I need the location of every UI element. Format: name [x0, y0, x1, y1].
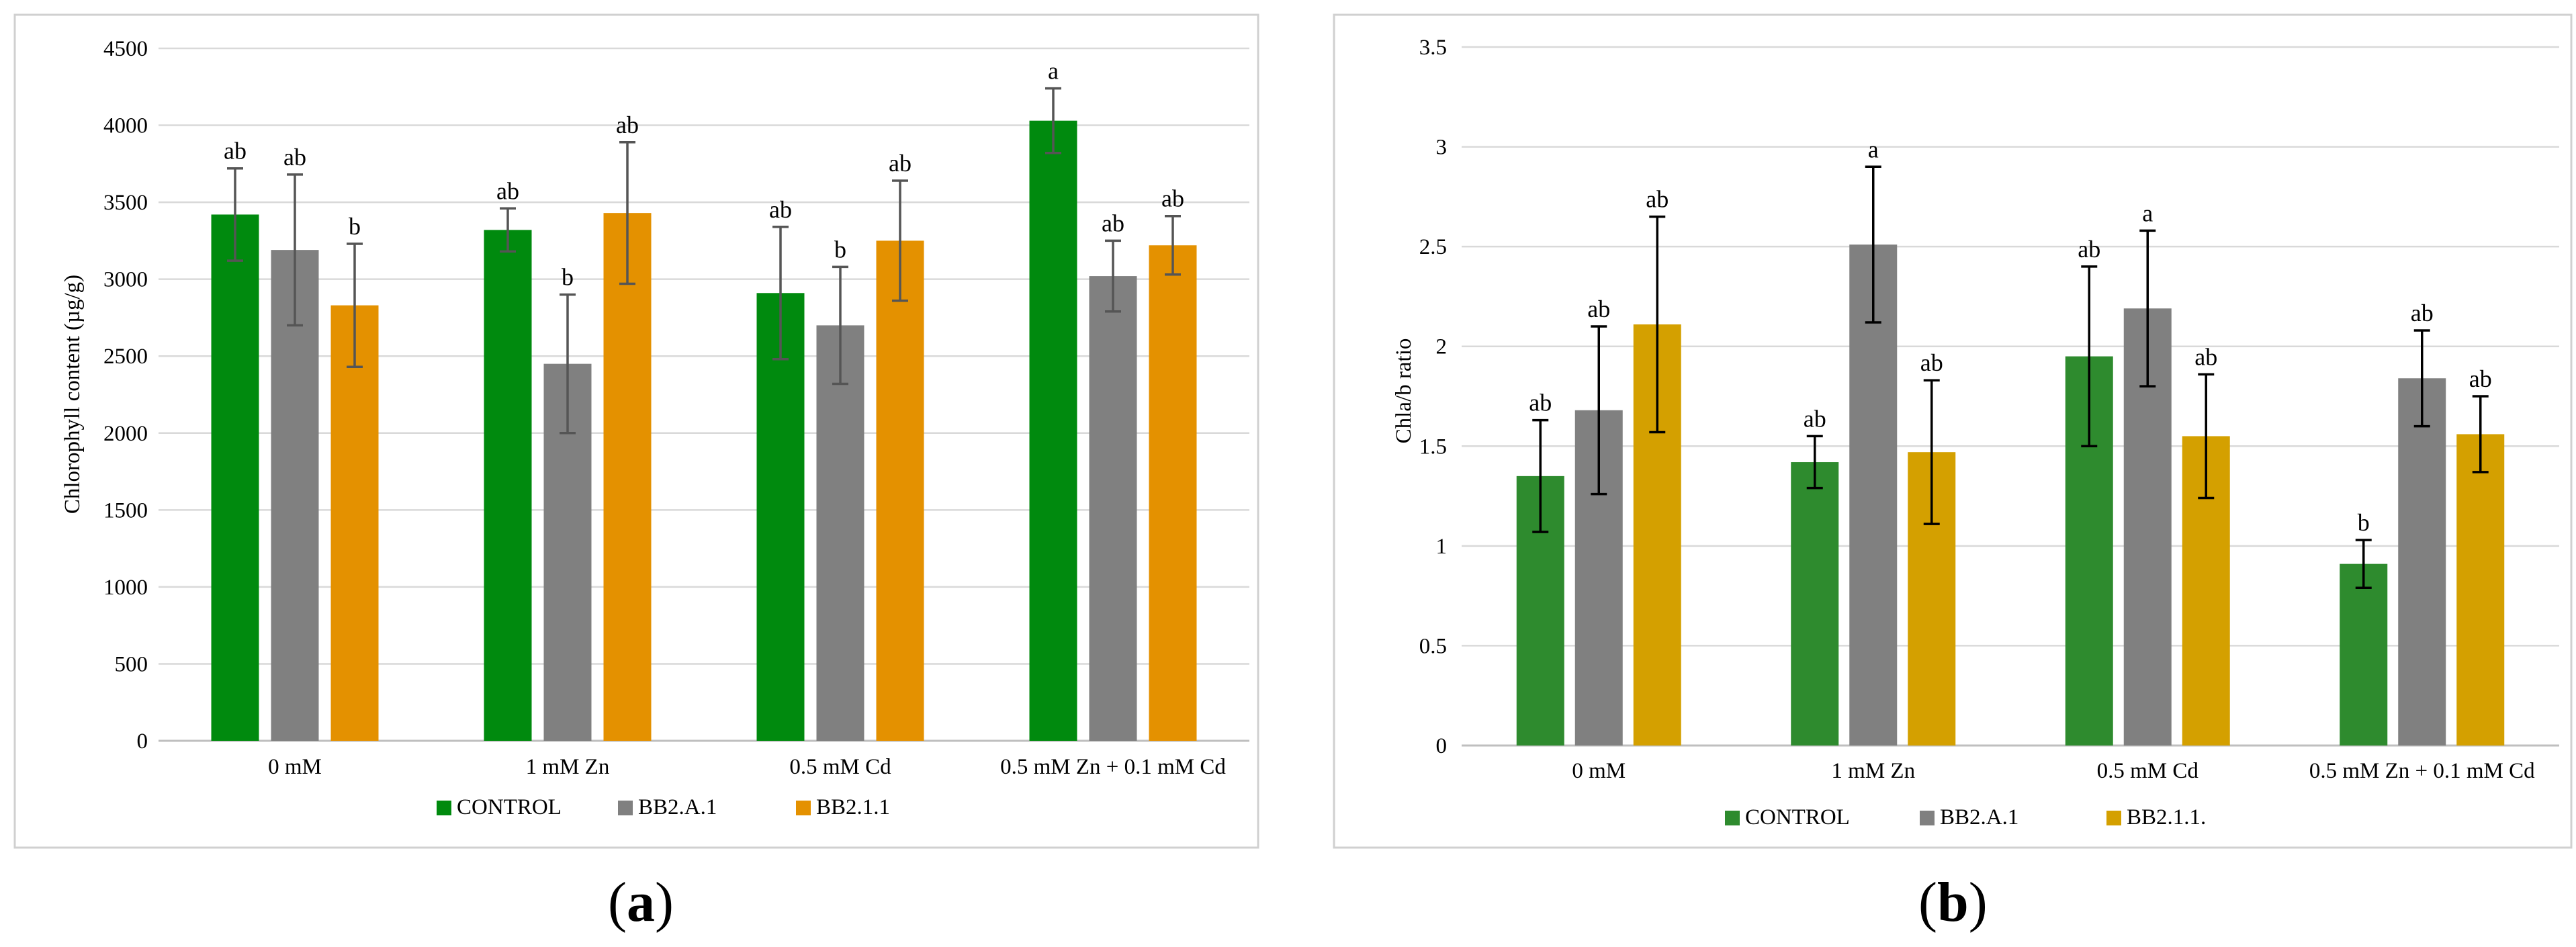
- significance-letter: ab: [1646, 186, 1669, 213]
- legend-swatch: [2106, 811, 2121, 825]
- chart-panel-a: 0 500 1000 1500 2000 2500 3000 3500 4000 4500 Chlo…: [13, 13, 1259, 849]
- y-tick-label: 1.5: [1419, 435, 1447, 459]
- y-tick-label: 500: [115, 652, 148, 676]
- bar: [330, 305, 379, 741]
- bar: [271, 250, 319, 741]
- legend-label: BB2.1.1: [816, 795, 890, 819]
- x-tick-label: 0 mM: [268, 755, 322, 779]
- significance-letter: b: [2358, 509, 2370, 536]
- legend-label: BB2.A.1: [638, 795, 717, 819]
- significance-letter: ab: [496, 177, 519, 204]
- significance-letter: ab: [1529, 390, 1552, 416]
- legend-swatch: [1725, 811, 1740, 825]
- significance-letter: ab: [1804, 405, 1826, 432]
- y-tick-label: 4000: [103, 114, 148, 138]
- significance-letter: ab: [224, 138, 247, 165]
- bar: [1849, 244, 1898, 746]
- bar: [1029, 120, 1077, 741]
- bar: [603, 213, 652, 741]
- y-tick-label: 3500: [103, 191, 148, 215]
- legend-swatch: [796, 801, 811, 815]
- y-tick-label: 0: [1436, 734, 1448, 758]
- legend-label: CONTROL: [457, 795, 562, 819]
- significance-letter: ab: [2078, 236, 2100, 263]
- significance-letter: ab: [1161, 185, 1184, 212]
- legend-label: BB2.A.1: [1940, 805, 2018, 829]
- significance-letter: ab: [1587, 296, 1610, 322]
- legend-label: CONTROL: [1745, 805, 1850, 829]
- bar: [1149, 245, 1197, 741]
- significance-letter: ab: [1920, 349, 1943, 376]
- x-tick-label: 0.5 mM Zn + 0.1 mM Cd: [1000, 755, 1226, 779]
- y-tick-label: 3.5: [1419, 36, 1447, 60]
- bar: [484, 230, 532, 741]
- bar: [1791, 462, 1839, 746]
- bar: [2456, 434, 2505, 746]
- significance-letter: ab: [2469, 365, 2492, 392]
- x-tick-label: 1 mM Zn: [1831, 759, 1915, 783]
- legend-label: BB2.1.1.: [2127, 805, 2206, 829]
- significance-letter: ab: [2411, 300, 2434, 326]
- bar: [211, 214, 259, 741]
- significance-letter: b: [562, 264, 574, 291]
- legend-swatch: [618, 801, 633, 815]
- bar: [816, 325, 864, 741]
- significance-letter: b: [834, 236, 846, 263]
- significance-letter: a: [1868, 136, 1879, 163]
- bar: [1089, 276, 1137, 741]
- bar: [876, 240, 924, 741]
- y-tick-label: 0.5: [1419, 634, 1447, 658]
- x-tick-label: 0 mM: [1572, 759, 1626, 783]
- y-tick-label: 0: [137, 729, 148, 754]
- significance-letter: ab: [1102, 210, 1124, 236]
- y-tick-label: 3000: [103, 268, 148, 292]
- bar: [2398, 378, 2446, 746]
- y-axis-label: Chlorophyll content (µg/g): [60, 275, 85, 514]
- significance-letter: b: [349, 213, 361, 240]
- y-tick-label: 1000: [103, 576, 148, 600]
- y-tick-label: 2000: [103, 422, 148, 446]
- x-tick-label: 0.5 mM Zn + 0.1 mM Cd: [2309, 759, 2535, 783]
- y-tick-label: 2500: [103, 345, 148, 369]
- y-tick-label: 4500: [103, 37, 148, 61]
- y-axis-label: Chla/b ratio: [1392, 339, 1416, 444]
- x-tick-label: 1 mM Zn: [526, 755, 610, 779]
- panel-a-caption: (a): [608, 871, 674, 934]
- legend-swatch: [1920, 811, 1935, 825]
- y-tick-label: 2: [1436, 335, 1448, 359]
- panel-b-caption: (b): [1918, 871, 1988, 934]
- x-tick-label: 0.5 mM Cd: [789, 755, 891, 779]
- x-tick-label: 0.5 mM Cd: [2097, 759, 2199, 783]
- significance-letter: ab: [889, 150, 912, 177]
- y-tick-label: 1: [1436, 535, 1448, 559]
- bar: [2340, 563, 2388, 746]
- significance-letter: ab: [769, 196, 792, 223]
- significance-letter: ab: [2194, 343, 2217, 370]
- y-tick-label: 2.5: [1419, 235, 1447, 259]
- y-tick-label: 1500: [103, 498, 148, 523]
- significance-letter: a: [1048, 58, 1059, 85]
- y-tick-label: 3: [1436, 136, 1448, 160]
- significance-letter: ab: [616, 111, 639, 138]
- significance-letter: a: [2142, 199, 2153, 226]
- significance-letter: ab: [283, 144, 306, 171]
- legend-swatch: [437, 801, 451, 815]
- bar: [756, 293, 805, 741]
